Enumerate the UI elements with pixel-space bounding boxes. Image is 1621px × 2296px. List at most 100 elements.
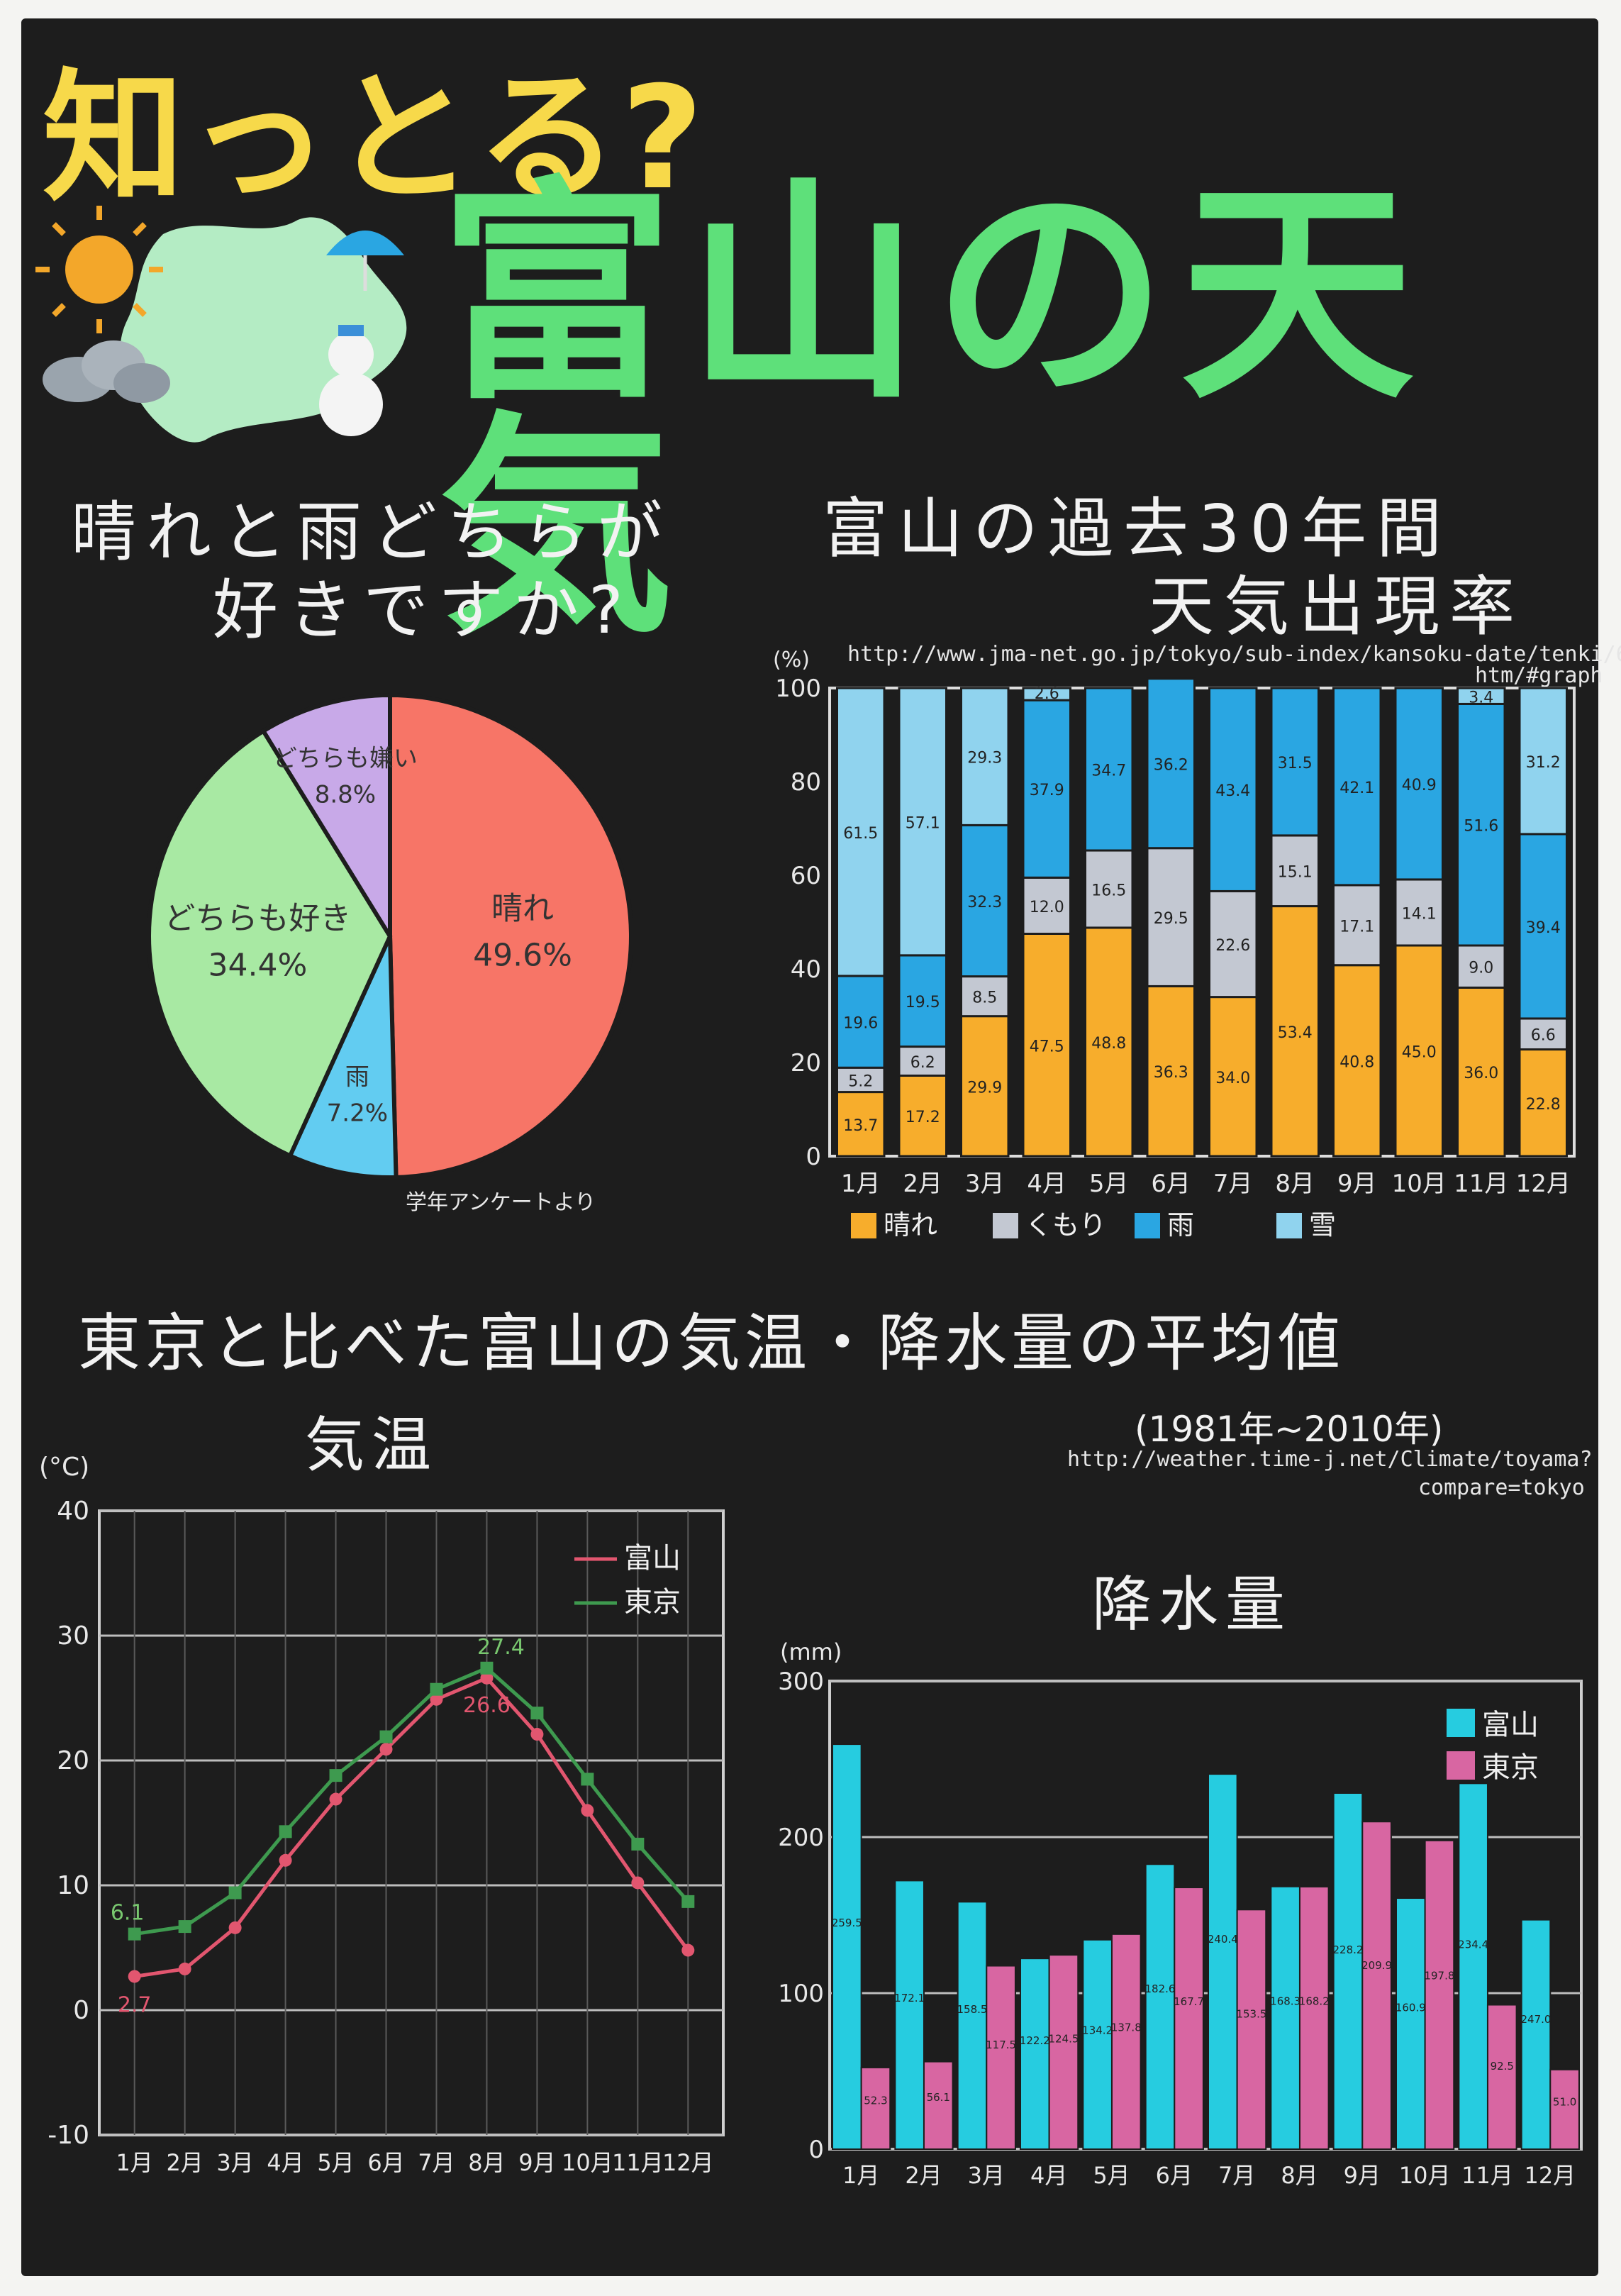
segment-value-label: 2.6 (1035, 685, 1059, 703)
stacked-bar-segment (1518, 687, 1568, 836)
x-tick-label: 3月 (965, 1170, 1005, 1198)
umbrella-icon (326, 231, 404, 291)
bars-url-line1: http://www.jma-net.go.jp/tokyo/sub-index… (847, 642, 1621, 667)
segment-value-label: 9.0 (1469, 960, 1493, 977)
precipitation-bar (1486, 2004, 1517, 2150)
bar-value-label: 158.5 (957, 2003, 988, 2016)
temperature-point (631, 1837, 645, 1851)
toyama-map-illustration (35, 206, 407, 443)
precipitation-bar (1208, 1773, 1238, 2150)
precipitation-bar (1298, 1885, 1330, 2150)
stacked-bar-segment (1022, 687, 1071, 701)
pie-slice-value: 8.8% (315, 781, 376, 809)
x-tick-label: 11月 (1454, 1170, 1508, 1198)
bar-value-label: 153.5 (1236, 2007, 1266, 2020)
segment-value-label: 36.0 (1464, 1065, 1498, 1082)
bar-value-label: 56.1 (927, 2091, 950, 2104)
x-tick-label: 8月 (468, 2149, 505, 2176)
plot-frame (828, 687, 1576, 1158)
segment-value-label: 19.6 (843, 1015, 878, 1033)
y-axis-unit: (mm) (780, 1638, 842, 1665)
segment-value-label: 36.3 (1154, 1064, 1188, 1082)
legend-label: 雨 (1167, 1209, 1194, 1241)
x-tick-label: 4月 (267, 2149, 303, 2176)
precipitation-bar (957, 1901, 988, 2150)
x-tick-label: 7月 (1213, 1170, 1253, 1198)
temperature-point (178, 1962, 191, 1975)
stacked-bar-segment (836, 1091, 886, 1158)
segment-value-label: 34.7 (1091, 762, 1126, 780)
stacked-bar-segment (960, 975, 1010, 1018)
segment-value-label: 53.4 (1278, 1024, 1313, 1042)
segment-value-label: 34.0 (1215, 1070, 1250, 1087)
stacked-bar-segment (1146, 985, 1196, 1158)
precipitation-bar (1549, 2068, 1580, 2150)
bar-value-label: 259.5 (832, 1917, 862, 1929)
x-tick-label: 4月 (1027, 1170, 1066, 1198)
temperature-point (329, 1792, 342, 1806)
temperature-point (379, 1730, 393, 1743)
segment-value-label: 17.2 (906, 1109, 940, 1126)
precipitation-bar (1270, 1885, 1300, 2150)
x-tick-label: 1月 (116, 2149, 152, 2176)
bar-value-label: 209.9 (1361, 1959, 1392, 1972)
bar-value-label: 234.4 (1458, 1938, 1488, 1951)
bar-value-label: 51.0 (1553, 2095, 1576, 2108)
y-tick-label: 0 (806, 1143, 821, 1171)
temperature-point (530, 1728, 544, 1741)
temperature-point (228, 1886, 242, 1900)
segment-value-label: 15.1 (1278, 864, 1313, 882)
y-tick-label: 20 (57, 1746, 89, 1775)
segment-value-label: 36.2 (1154, 756, 1188, 774)
segment-value-label: 43.4 (1215, 782, 1250, 800)
stacked-bar-segment (1332, 687, 1382, 887)
segment-value-label: 6.6 (1531, 1027, 1556, 1045)
temperature-point (279, 1853, 292, 1867)
bar-value-label: 168.3 (1270, 1995, 1300, 2007)
segment-value-label: 51.6 (1464, 818, 1498, 836)
temperature-chart: (°C) -10 0 10 20 30 40 1月 2月 3月 4月 5月 6月 7月 8月 9月 10月11月… (39, 1453, 725, 2176)
stacked-bar-segment (1332, 884, 1382, 967)
data-label: 6.1 (111, 1901, 145, 1926)
segment-value-label: 19.5 (906, 994, 940, 1011)
x-tick-label: 7月 (1218, 2162, 1255, 2189)
weather-frequency-chart: (%) 0 20 40 60 80 100 13.7 5.2 19.6 61.5 1月 17.2 6.2 1… (773, 648, 1576, 1241)
segment-value-label: 8.5 (972, 989, 997, 1007)
sun-icon (35, 206, 163, 333)
segment-value-label: 47.5 (1030, 1038, 1064, 1055)
stacked-bar-segment (1270, 905, 1320, 1158)
y-tick-label: 200 (778, 1824, 824, 1852)
x-tick-label: 9月 (518, 2149, 555, 2176)
pie-source-note: 学年アンケートより (406, 1190, 596, 1215)
y-tick-label: 100 (778, 1980, 824, 2008)
legend-swatch (1276, 1213, 1302, 1238)
stacked-bar-segment (1084, 849, 1134, 929)
y-axis-unit: (°C) (39, 1453, 89, 1482)
segment-value-label: 29.5 (1154, 910, 1188, 928)
segment-value-label: 13.7 (843, 1117, 878, 1135)
temperature-series-line (134, 1665, 690, 1936)
bar-value-label: 247.0 (1521, 2013, 1552, 2026)
x-tick-label: 2月 (166, 2149, 203, 2176)
temperature-title: 気温 (305, 1410, 439, 1480)
y-tick-label: -10 (48, 2121, 89, 2150)
x-tick-label: 3月 (216, 2149, 253, 2176)
stacked-bar-segment (960, 687, 1010, 826)
x-tick-label: 5月 (317, 2149, 354, 2176)
pie-chart: 晴れ 49.6% 雨 7.2% どちらも好き 34.4% どちらも嫌い 8.8% (147, 692, 633, 1180)
comparison-title: 東京と比べた富山の気温・降水量の平均値 (78, 1307, 1345, 1380)
stacked-bar-segment (1394, 944, 1444, 1158)
snowman-icon (319, 325, 383, 436)
bar-value-label: 134.2 (1082, 2024, 1113, 2037)
stacked-bar-segment (836, 1066, 886, 1094)
pie-slice-label: どちらも嫌い (273, 745, 418, 773)
x-tick-label: 12月 (1524, 2162, 1576, 2189)
segment-value-label: 6.2 (910, 1054, 935, 1072)
legend-label: 雪 (1309, 1209, 1336, 1241)
bar-value-label: 122.2 (1020, 2034, 1050, 2047)
stacked-bar-segment (898, 687, 947, 957)
pie-question-line1: 晴れと雨どちらが (71, 494, 673, 570)
temperature-point (228, 1921, 242, 1934)
segment-value-label: 17.1 (1339, 918, 1374, 936)
x-tick-label: 10月 (562, 2149, 613, 2176)
